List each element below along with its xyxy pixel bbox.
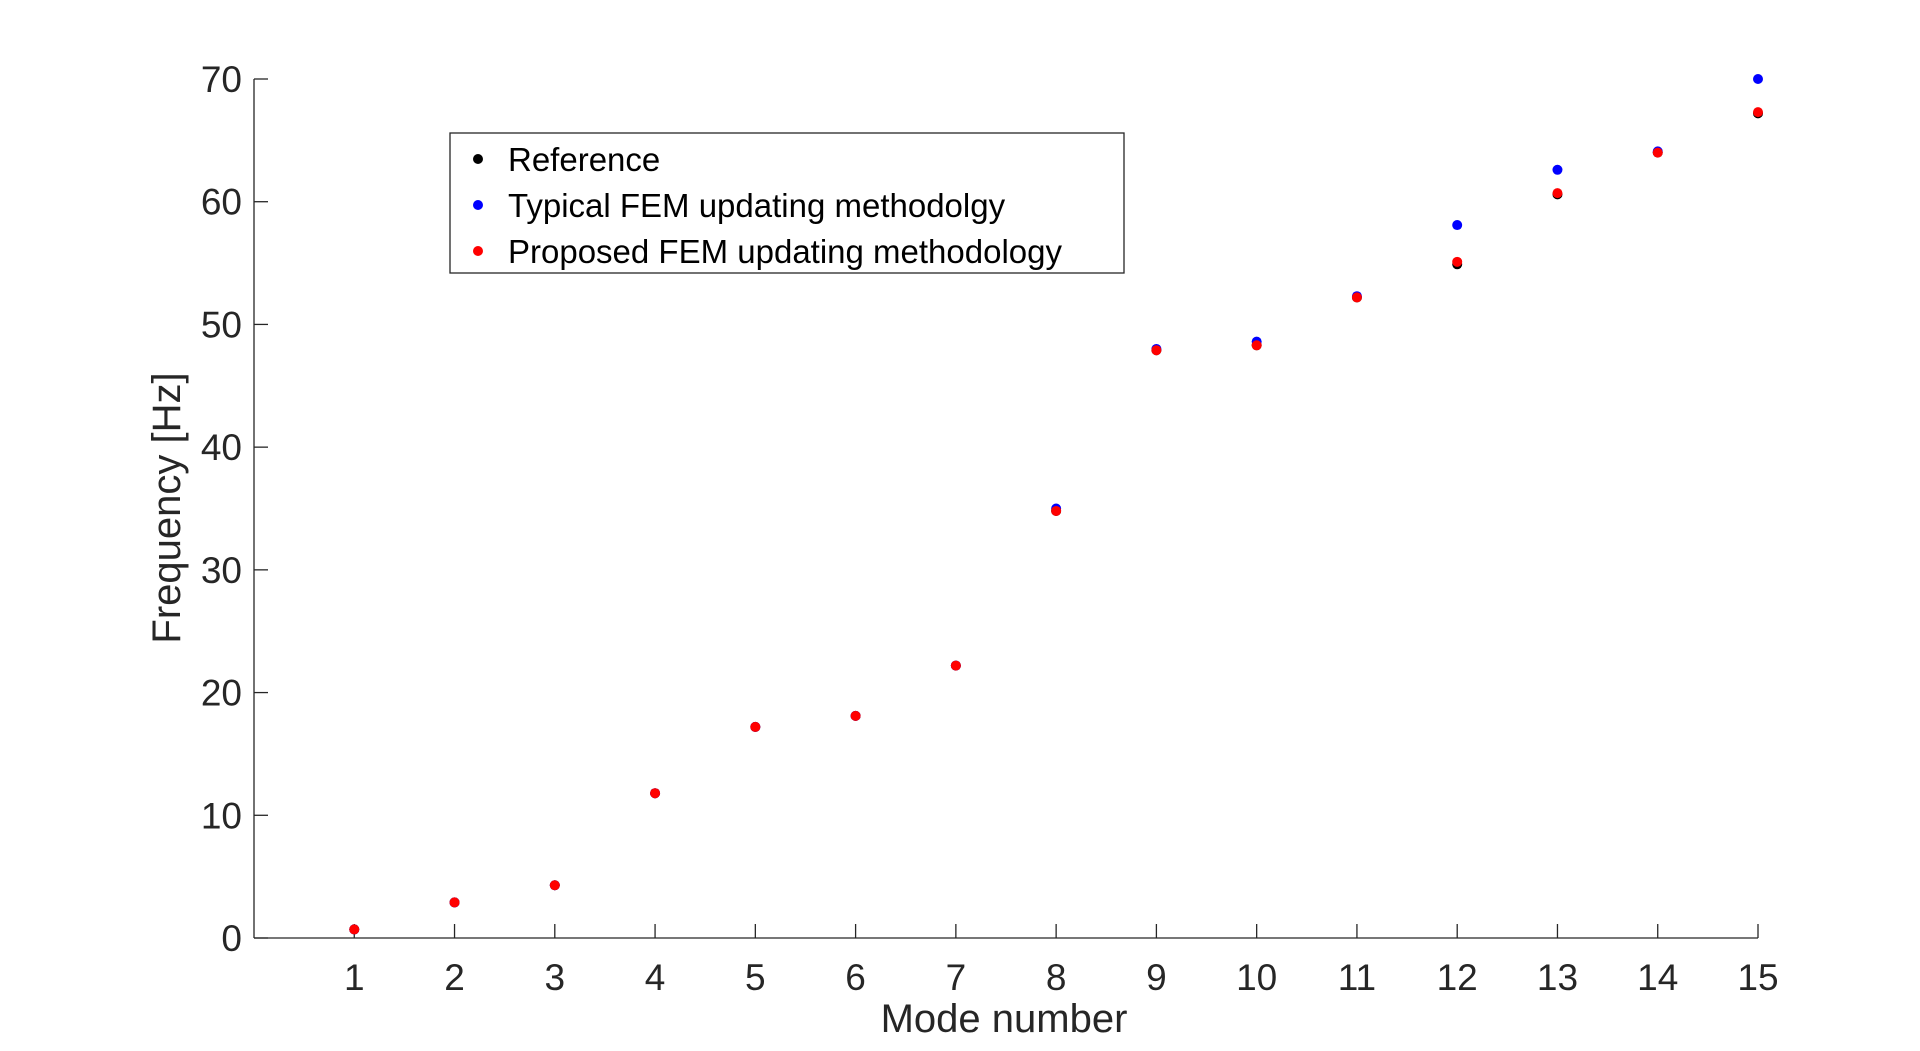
x-tick-label: 6 <box>845 957 866 998</box>
x-tick-label: 4 <box>645 957 666 998</box>
x-tick-label: 1 <box>344 957 365 998</box>
data-point <box>1552 188 1563 199</box>
axes <box>253 79 1758 939</box>
y-tick-label: 0 <box>221 918 242 959</box>
y-tick-label: 70 <box>201 59 242 100</box>
data-points <box>349 74 1763 935</box>
x-tick-label: 9 <box>1146 957 1167 998</box>
legend-label: Typical FEM updating methodolgy <box>508 187 1006 224</box>
x-tick-label: 15 <box>1737 957 1778 998</box>
x-tick-label: 10 <box>1236 957 1277 998</box>
y-axis-label: Frequency [Hz] <box>145 372 189 643</box>
x-tick-label: 3 <box>545 957 566 998</box>
series-3 <box>349 107 1763 935</box>
y-tick-label: 20 <box>201 673 242 714</box>
x-tick-label: 8 <box>1046 957 1067 998</box>
data-point <box>650 788 661 799</box>
data-point <box>1652 147 1663 158</box>
legend-marker <box>473 200 483 210</box>
data-point <box>750 721 761 732</box>
data-point <box>850 710 861 721</box>
data-point <box>449 897 460 908</box>
data-point <box>1753 107 1763 118</box>
legend-label: Reference <box>508 141 660 178</box>
legend-marker <box>473 246 483 256</box>
data-point <box>1051 505 1062 516</box>
data-point <box>549 880 560 891</box>
x-tick-label: 2 <box>444 957 465 998</box>
data-point <box>1452 256 1463 267</box>
legend-marker <box>473 154 483 164</box>
x-tick-label: 13 <box>1537 957 1578 998</box>
x-tick-label: 12 <box>1437 957 1478 998</box>
y-tick-label: 10 <box>201 795 242 836</box>
data-point <box>1452 220 1463 231</box>
data-point <box>950 660 961 671</box>
x-tick-label: 7 <box>946 957 967 998</box>
x-axis-label: Mode number <box>881 997 1128 1041</box>
data-point <box>1251 340 1262 351</box>
x-tick-label: 14 <box>1637 957 1678 998</box>
legend-label: Proposed FEM updating methodology <box>508 233 1063 270</box>
y-tick-label: 50 <box>201 304 242 345</box>
data-point <box>349 924 360 935</box>
legend: Reference Typical FEM updating methodolgy… <box>449 132 1125 274</box>
x-tick-label: 11 <box>1338 957 1376 998</box>
data-point <box>1753 74 1763 84</box>
data-point <box>1552 164 1563 175</box>
y-tick-label: 60 <box>201 182 242 223</box>
y-tick-label: 40 <box>201 427 242 468</box>
data-point <box>1151 345 1162 356</box>
y-tick-label: 30 <box>201 550 242 591</box>
legend-box <box>449 132 1125 274</box>
data-point <box>1351 292 1362 303</box>
x-tick-label: 5 <box>745 957 766 998</box>
